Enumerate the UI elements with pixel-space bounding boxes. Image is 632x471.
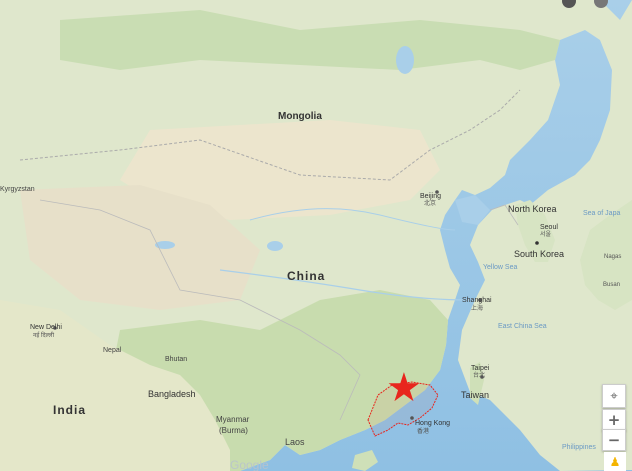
account-icon[interactable] [562,0,576,8]
label-hong-kong: Hong Kong [415,420,451,427]
label-nagasaki: Nagas [604,254,622,260]
label-new-delhi: New Delhi [30,324,62,331]
label-yellow-sea: Yellow Sea [483,264,518,271]
label-taiwan: Taiwan [461,390,490,400]
label-seoul: Seoul [540,224,558,231]
label-hong-kong-local: 香港 [417,429,430,435]
label-new-delhi-local: नई दिल्ली [33,333,55,339]
star-marker-icon[interactable]: ★ [386,366,422,410]
label-shanghai-local: 上海 [471,306,484,312]
label-taipei-local: 台北 [473,373,486,379]
label-myanmar: Myanmar [216,415,250,424]
beijing-dot [435,190,439,194]
label-busan: Busan [603,282,621,288]
my-location-button[interactable]: ⌖ [602,384,626,408]
label-nepal: Nepal [103,347,122,354]
zoom-in-button[interactable]: + [602,409,626,431]
label-beijing-local: 北京 [424,201,437,207]
label-taipei: Taipei [471,365,490,372]
label-sea-of-japan: Sea of Japa [583,210,621,217]
label-east-china-sea: East China Sea [498,323,547,330]
new-delhi-dot [53,326,57,330]
label-beijing: Beijing [420,193,442,200]
label-myanmar-alt: (Burma) [219,426,248,435]
label-india: India [53,403,87,417]
label-bangladesh: Bangladesh [148,389,196,399]
label-laos: Laos [285,437,305,447]
shanghai-dot [478,298,482,302]
label-china: China [287,269,326,283]
label-kyrgyzstan: Kyrgyzstan [0,186,35,193]
label-south-korea: South Korea [514,249,565,259]
hong-kong-dot [410,416,414,420]
pegman-icon[interactable]: ♟ [604,452,626,471]
label-shanghai: Shanghai [462,297,492,304]
label-seoul-local: 서울 [540,232,552,238]
seoul-dot [535,241,539,245]
avatar[interactable] [594,0,608,8]
taipei-dot [480,375,484,379]
highlighted-province-outline [367,381,439,437]
label-philippines: Philippines [562,444,596,451]
google-logo: Google [230,458,269,471]
label-mongolia: Mongolia [278,111,322,122]
label-bhutan: Bhutan [165,356,188,363]
zoom-out-button[interactable]: − [602,429,626,451]
label-north-korea: North Korea [508,204,557,214]
